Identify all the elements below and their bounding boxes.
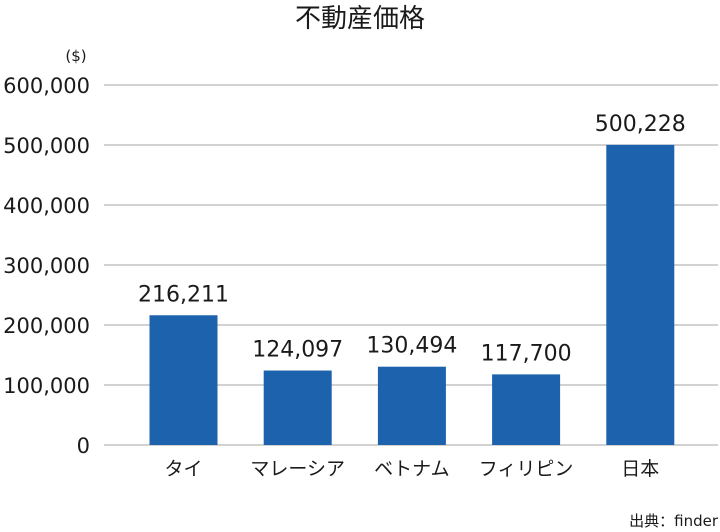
data-label: 500,228	[595, 112, 686, 137]
y-tick-label: 200,000	[3, 314, 90, 338]
data-labels: 216,211 124,097 130,494 117,700 500,228	[138, 112, 686, 367]
x-tick-label: 日本	[621, 458, 659, 480]
y-axis-unit: ($)	[65, 47, 86, 65]
y-tick-label: 400,000	[3, 194, 90, 218]
x-tick-label: マレーシア	[250, 458, 345, 480]
bar	[492, 374, 561, 445]
y-tick-label: 0	[77, 434, 90, 458]
y-tick-label: 100,000	[3, 374, 90, 398]
y-tick-label: 300,000	[3, 254, 90, 278]
y-tick-label: 600,000	[3, 74, 90, 98]
bar	[606, 144, 675, 445]
y-axis-tick-labels: 0 100,000 200,000 300,000 400,000 500,000 600,…	[3, 74, 90, 458]
data-label: 130,494	[366, 334, 457, 359]
x-axis-tick-labels: タイ マレーシア ベトナム フィリピン 日本	[164, 458, 659, 480]
bar	[377, 366, 446, 445]
x-tick-label: タイ	[164, 458, 202, 480]
x-tick-label: フィリピン	[479, 458, 574, 480]
x-tick-label: ベトナム	[374, 458, 449, 480]
data-label: 124,097	[252, 338, 343, 363]
source-note: 出典：finder	[629, 512, 719, 530]
bar	[263, 370, 332, 445]
chart-title: 不動産価格	[295, 4, 425, 34]
y-tick-label: 500,000	[3, 134, 90, 158]
data-label: 216,211	[138, 282, 229, 307]
bars	[149, 144, 675, 445]
bar	[149, 315, 218, 445]
data-label: 117,700	[481, 341, 572, 366]
